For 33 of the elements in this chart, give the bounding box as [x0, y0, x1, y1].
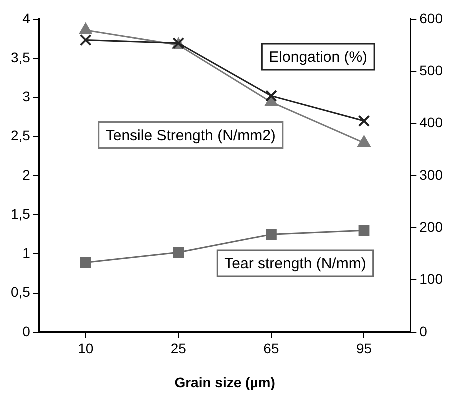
point: [80, 257, 92, 268]
x-tick-label: 25: [170, 340, 187, 357]
x-tick-label: 95: [356, 340, 372, 357]
y2-tick-label: 400: [420, 114, 444, 131]
y-tick-label: 3,5: [10, 49, 31, 66]
y-tick-label: 0: [22, 323, 31, 340]
x-tick-label: 10: [78, 340, 94, 357]
y-tick-label: 3: [22, 88, 31, 105]
series-label: Tear strength (N/mm): [224, 256, 366, 273]
series-label: Tensile Strength (N/mm2): [106, 127, 276, 144]
x-tick-label: 65: [264, 340, 280, 357]
y-tick-label: 1,5: [10, 206, 31, 222]
x-axis-title: Grain size (µm): [174, 374, 276, 390]
y-tick-label: 2,5: [10, 128, 31, 144]
point: [80, 34, 92, 46]
point: [266, 229, 277, 240]
point: [266, 90, 278, 102]
y2-tick-label: 500: [420, 62, 444, 78]
point: [79, 22, 92, 34]
y2-tick-label: 600: [420, 10, 444, 26]
y2-tick-label: 300: [420, 166, 444, 183]
y2-tick-label: 0: [420, 323, 428, 340]
point: [173, 247, 184, 258]
y2-tick-label: 100: [420, 271, 444, 288]
series-label: Elongation (%): [269, 49, 368, 66]
point: [358, 225, 370, 236]
y-tick-label: 2: [22, 166, 31, 183]
y-tick-label: 0,5: [10, 284, 31, 300]
point: [358, 136, 371, 148]
y-tick-label: 1: [22, 245, 31, 262]
point: [358, 115, 370, 128]
y-tick-label: 4: [22, 10, 31, 26]
y2-tick-label: 200: [420, 218, 444, 235]
